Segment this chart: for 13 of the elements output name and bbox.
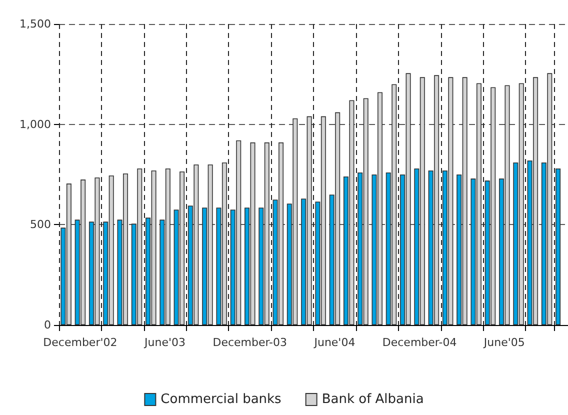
y-tick-label: 1,000: [20, 118, 51, 131]
y-tick-label: 0: [44, 318, 51, 332]
x-tick-label: December'02: [43, 336, 118, 349]
y-tick-label: 1,500: [20, 18, 51, 30]
x-tick-label: December-03: [212, 336, 288, 349]
legend-label: Commercial banks: [160, 392, 282, 407]
x-tick-label: June'05: [482, 336, 525, 349]
legend-label: Bank of Albania: [322, 392, 424, 407]
x-tick-label: December-04: [382, 336, 457, 349]
x-tick-label: June'04: [313, 336, 356, 349]
x-tick-label: June'03: [144, 336, 186, 349]
bar: [556, 168, 561, 325]
y-tick-label: 500: [30, 218, 51, 232]
